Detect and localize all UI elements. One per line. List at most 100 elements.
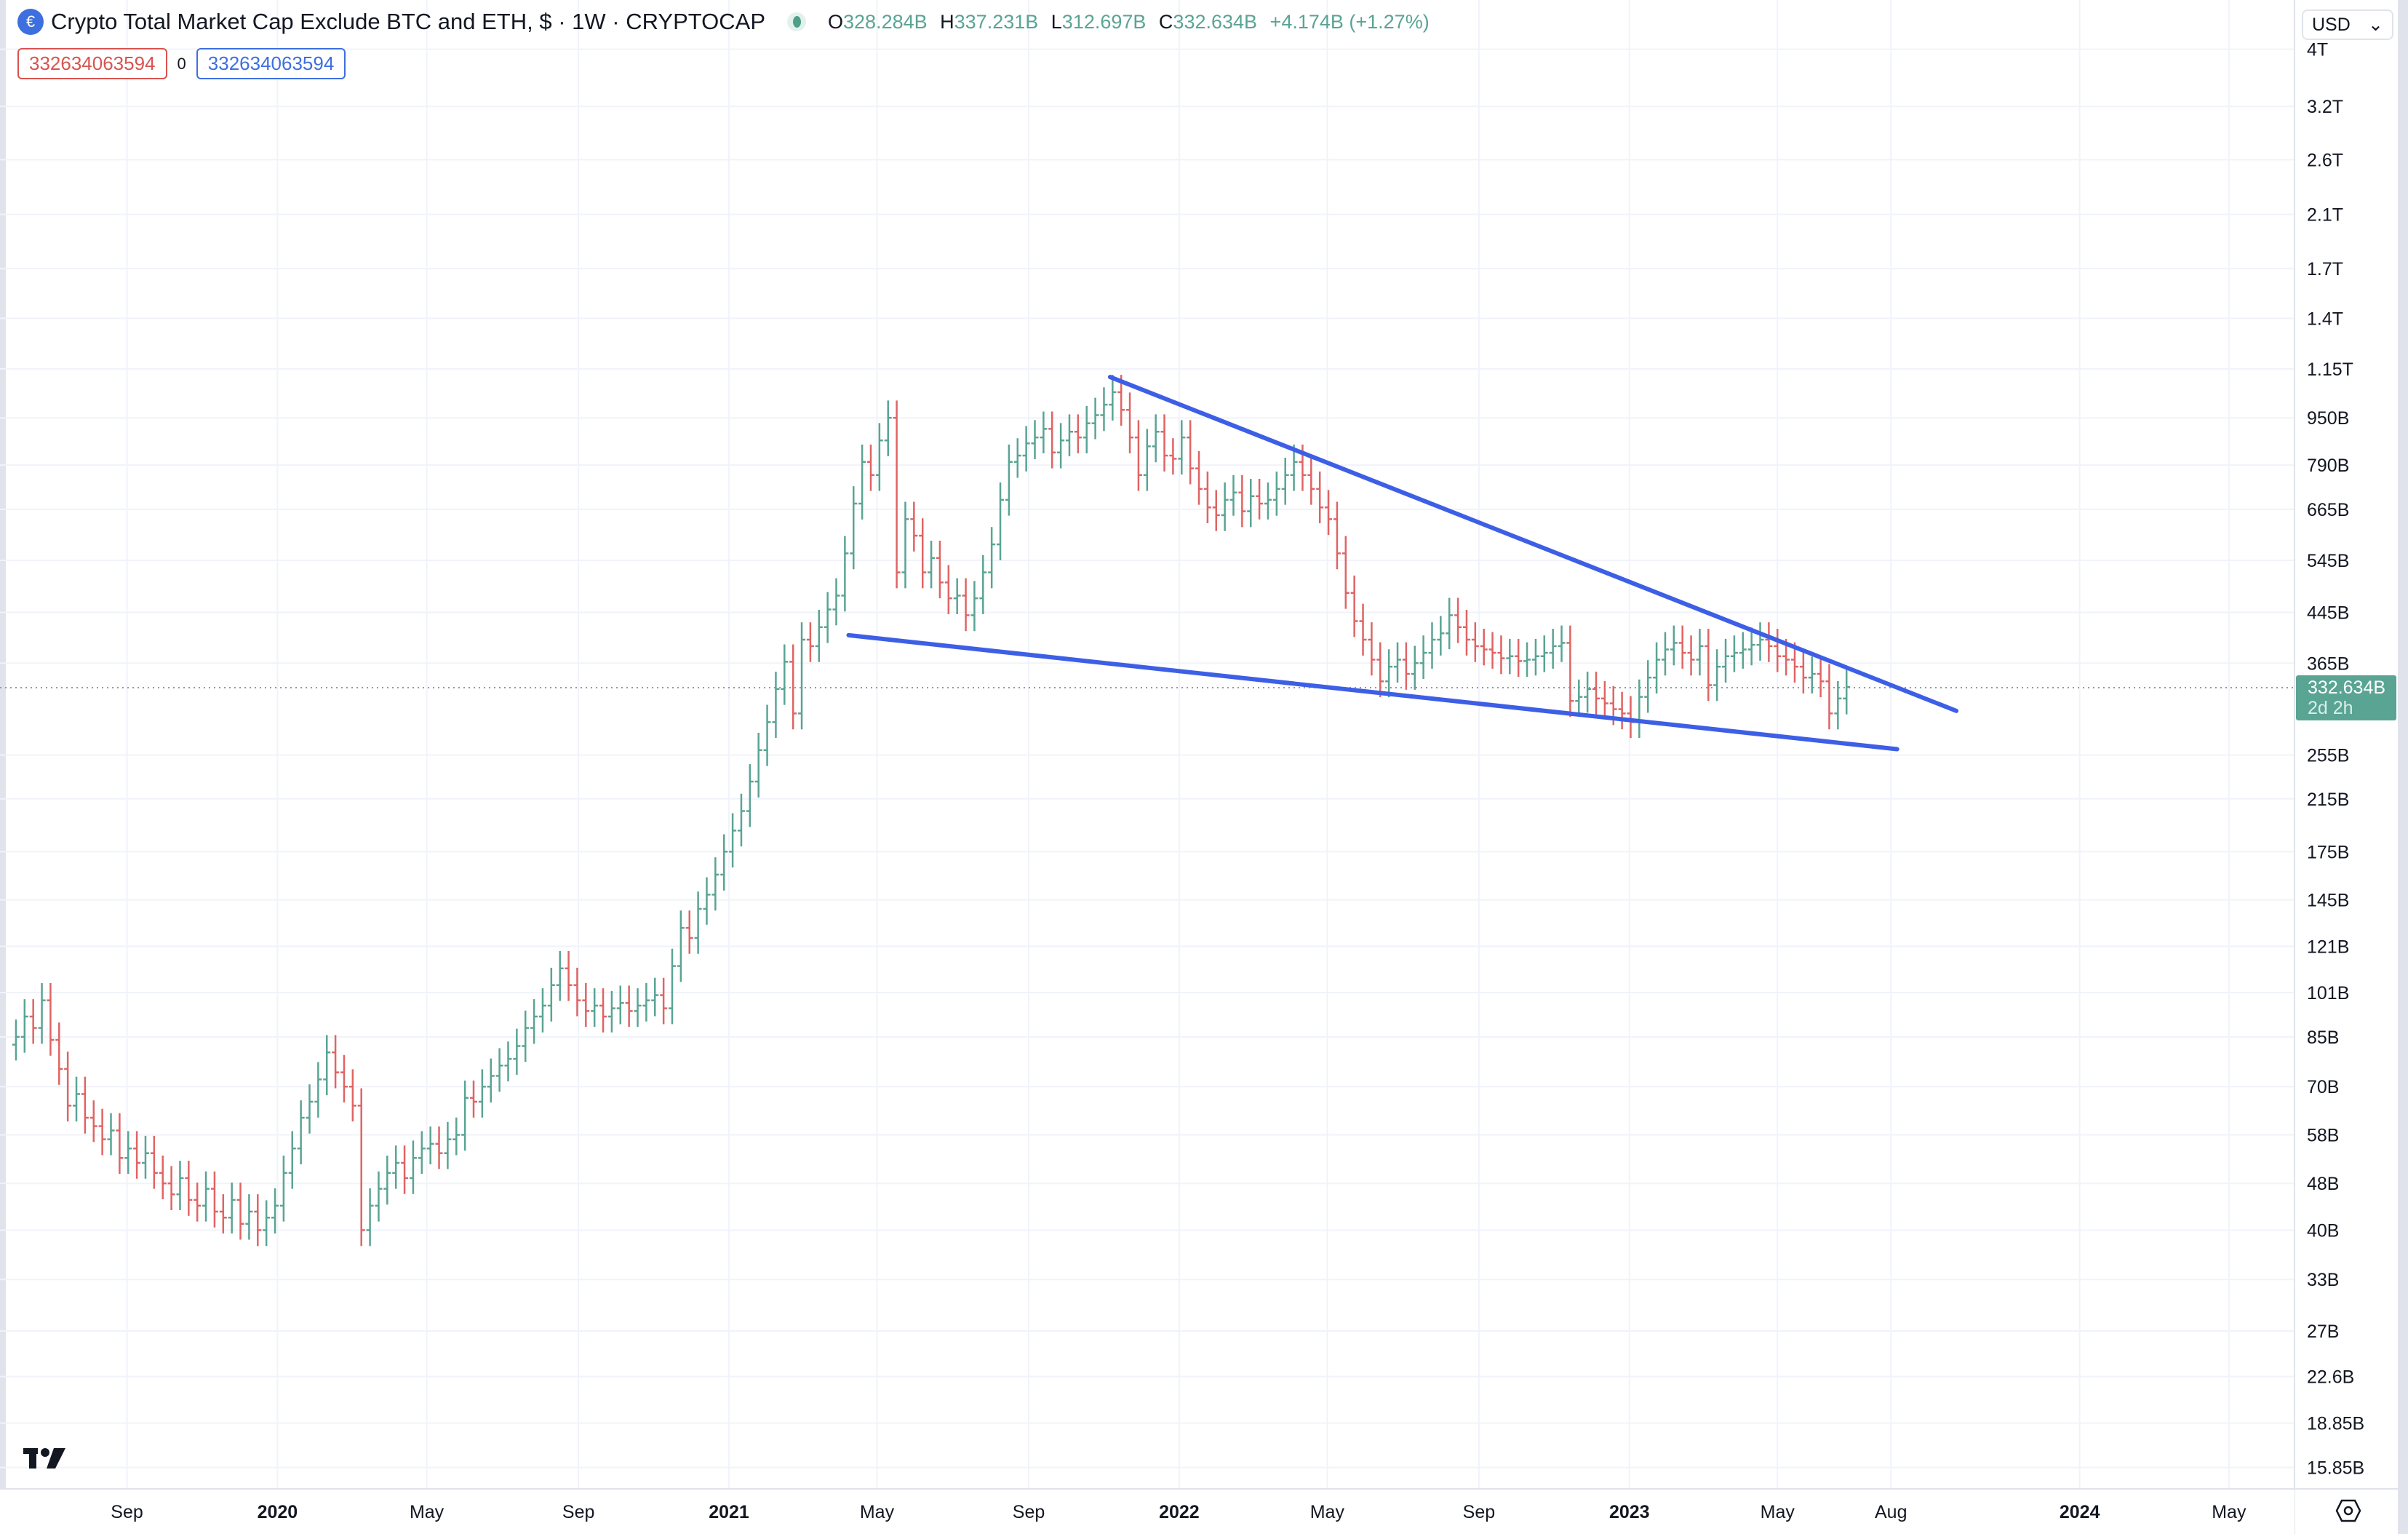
price-tick-label: 85B xyxy=(2307,1028,2339,1048)
price-tick-label: 175B xyxy=(2307,842,2349,862)
ohlc-bar xyxy=(29,999,37,1044)
ohlc-bar xyxy=(1160,414,1168,472)
settings-icon[interactable] xyxy=(2335,1499,2361,1522)
ohlc-bar xyxy=(1152,414,1160,463)
tradingview-watermark-icon xyxy=(23,1448,65,1469)
symbol-title[interactable]: Crypto Total Market Cap Exclude BTC and … xyxy=(51,9,765,34)
ohlc-bar xyxy=(271,1188,279,1234)
indicator-value-blue[interactable]: 332634063594 xyxy=(196,48,346,79)
ohlc-bar xyxy=(297,1100,305,1165)
price-axis[interactable] xyxy=(2295,0,2398,1534)
ohlc-bar xyxy=(1005,444,1013,516)
ohlc-bar xyxy=(1100,387,1108,432)
ohlc-bar xyxy=(737,793,745,847)
ohlc-bar xyxy=(1696,629,1704,676)
ohlc-bar xyxy=(634,988,642,1028)
ohlc-bar xyxy=(1126,392,1134,453)
price-tick-label: 3.2T xyxy=(2307,97,2343,117)
ohlc-bar xyxy=(1471,622,1479,662)
ohlc-bar xyxy=(660,977,668,1025)
ohlc-bar xyxy=(495,1048,503,1092)
ohlc-bar xyxy=(582,982,590,1028)
open-value: 328.284B xyxy=(843,10,928,33)
ohlc-bar xyxy=(832,578,840,626)
ohlc-bar xyxy=(124,1131,132,1175)
ohlc-bar xyxy=(176,1161,184,1210)
low-value: 312.697B xyxy=(1061,10,1147,33)
ohlc-bar xyxy=(1497,635,1505,675)
ohlc-bar xyxy=(1462,609,1470,656)
ohlc-bar xyxy=(928,540,936,589)
market-status-icon[interactable] xyxy=(787,12,806,31)
ohlc-bar xyxy=(1109,375,1117,421)
ohlc-bar xyxy=(1531,638,1539,676)
ohlc-bar xyxy=(1446,597,1454,650)
ohlc-bar xyxy=(141,1135,149,1179)
ohlc-bar xyxy=(245,1194,253,1240)
trendlines xyxy=(846,375,1959,752)
price-tick-label: 58B xyxy=(2307,1126,2339,1146)
currency-select[interactable]: USD ⌄ xyxy=(2302,9,2393,40)
ohlc-bar xyxy=(1799,649,1807,694)
ohlc-bar xyxy=(357,1088,365,1247)
ohlc-bar xyxy=(720,834,728,891)
time-tick-label: 2023 xyxy=(1609,1502,1650,1522)
ohlc-bar xyxy=(962,578,970,632)
indicator-value-red[interactable]: 332634063594 xyxy=(17,48,167,79)
ohlc-bar xyxy=(763,704,771,766)
ohlc-bar xyxy=(1341,536,1349,609)
time-axis[interactable] xyxy=(0,1489,2295,1534)
ohlc-bar xyxy=(236,1183,244,1240)
current-price-tag: 332.634B 2d 2h xyxy=(2296,675,2396,720)
ohlc-bar xyxy=(1238,474,1246,528)
ohlc-bar xyxy=(401,1145,409,1194)
price-tick-label: 1.7T xyxy=(2307,259,2343,279)
ohlc-bar xyxy=(254,1194,262,1247)
price-tick-label: 27B xyxy=(2307,1322,2339,1342)
ohlc-bar xyxy=(1592,671,1600,715)
ohlc-bar xyxy=(858,444,866,520)
low-label: L xyxy=(1050,10,1062,33)
chart-legend: € Crypto Total Market Cap Exclude BTC an… xyxy=(17,9,1437,35)
ohlc-bar xyxy=(20,999,28,1053)
ohlc-bar xyxy=(435,1126,443,1169)
ohlc-bar xyxy=(444,1121,452,1169)
ohlc-bar xyxy=(210,1171,218,1228)
ohlc-bar xyxy=(1627,696,1635,739)
scrollbar[interactable] xyxy=(2398,0,2408,1534)
ohlc-bar xyxy=(426,1126,434,1165)
price-tick-label: 18.85B xyxy=(2307,1414,2364,1434)
ohlc-bar xyxy=(202,1171,210,1222)
ohlc-bar xyxy=(1402,642,1410,690)
indicator-values: 332634063594 0 332634063594 xyxy=(17,48,346,79)
price-tick-label: 790B xyxy=(2307,456,2349,476)
ohlc-bar xyxy=(1195,450,1203,505)
ohlc-bar xyxy=(1203,472,1211,524)
close-label: C xyxy=(1158,10,1173,33)
ohlc-bars xyxy=(12,375,1851,1247)
ohlc-bar xyxy=(219,1194,227,1234)
ohlc-bar xyxy=(1600,681,1608,720)
high-label: H xyxy=(940,10,954,33)
ohlc-bar xyxy=(453,1117,461,1156)
ohlc-bar xyxy=(348,1069,356,1122)
ohlc-bar xyxy=(228,1183,236,1234)
ohlc-bar xyxy=(1212,490,1220,531)
price-tick-label: 255B xyxy=(2307,746,2349,766)
ohlc-bar xyxy=(375,1171,383,1222)
indicator-value-zero: 0 xyxy=(177,54,186,73)
trendline-lower xyxy=(846,632,1899,752)
time-tick-label: May xyxy=(2212,1502,2246,1522)
price-tick-label: 48B xyxy=(2307,1174,2339,1194)
price-tick-label: 70B xyxy=(2307,1077,2339,1097)
ohlc-bar xyxy=(288,1131,296,1189)
ohlc-bar xyxy=(12,1019,20,1061)
ohlc-bar xyxy=(1350,575,1358,637)
ohlc-bar xyxy=(607,990,615,1033)
price-tick-label: 1.4T xyxy=(2307,309,2343,330)
ohlc-bar xyxy=(383,1155,391,1205)
ohlc-bar xyxy=(669,948,677,1025)
ohlc-bar xyxy=(997,482,1005,560)
ohlc-bar xyxy=(1229,474,1237,516)
